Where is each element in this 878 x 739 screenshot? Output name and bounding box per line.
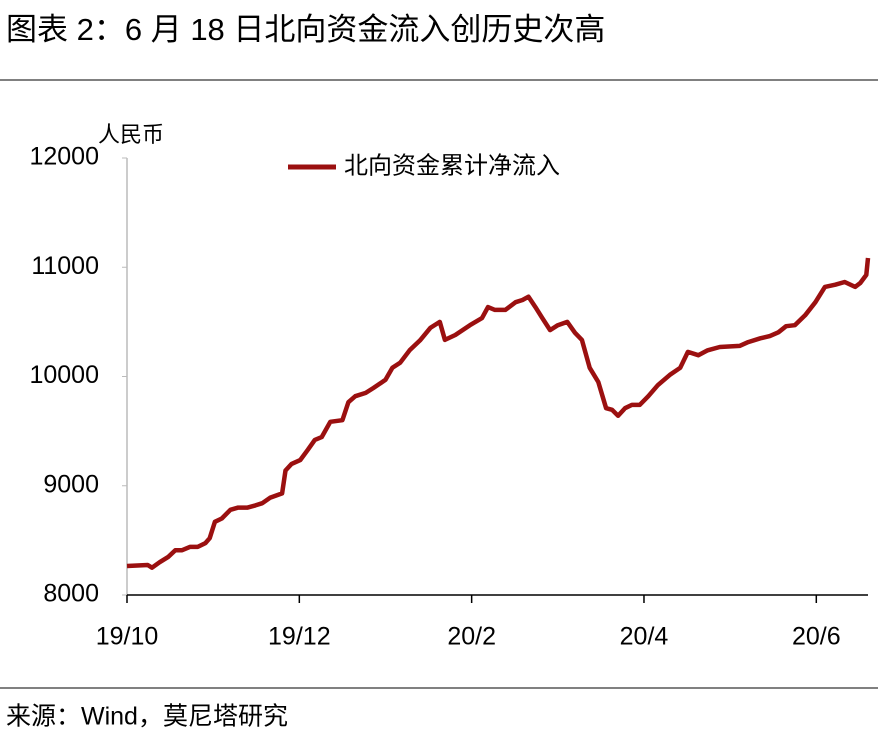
y-tick-label: 9000 (43, 470, 99, 498)
legend-label: 北向资金累计净流入 (344, 152, 560, 179)
source: 来源：Wind，莫尼塔研究 (6, 703, 288, 731)
y-tick-label: 12000 (29, 143, 99, 171)
y-tick-label: 10000 (29, 361, 99, 389)
y-tick-label: 8000 (43, 580, 99, 608)
y-tick-label: 11000 (31, 252, 99, 280)
x-tick-label: 19/10 (96, 623, 159, 651)
x-tick-label: 20/2 (447, 623, 496, 651)
chart-title: 图表 2：6 月 18 日北向资金流入创历史次高 (6, 12, 605, 47)
x-tick-label: 20/6 (792, 623, 841, 651)
y-axis-unit: 人民币 (98, 122, 164, 147)
x-tick-label: 20/4 (620, 623, 669, 651)
x-tick-label: 19/12 (268, 623, 331, 651)
data-line (126, 257, 871, 570)
